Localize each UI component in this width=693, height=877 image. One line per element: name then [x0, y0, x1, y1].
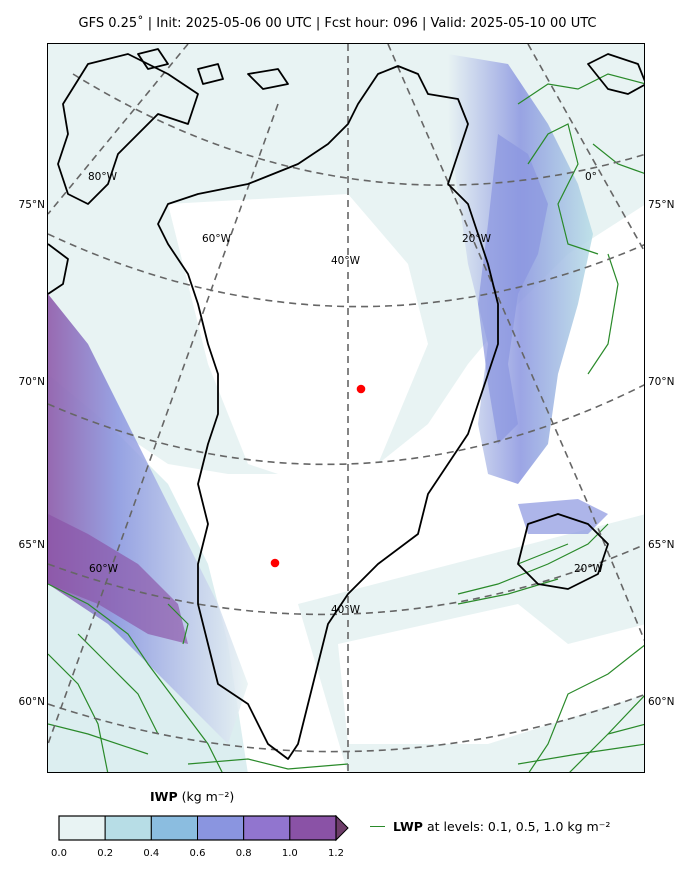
- graticule: [48, 44, 644, 772]
- lon-label: 0°: [585, 171, 597, 183]
- iwp-field: [48, 44, 644, 772]
- lat-label-left: 60°N: [18, 696, 45, 708]
- lon-label: 20°W: [574, 563, 604, 575]
- lon-label: 20°W: [462, 233, 492, 245]
- colorbar-tick-label: 0.6: [189, 848, 206, 859]
- colorbar-cell: [243, 815, 291, 841]
- lwp-contours: [48, 73, 644, 772]
- iwp-east-core: [478, 134, 548, 444]
- lat-label-left: 70°N: [18, 376, 45, 388]
- colorbar-tick-label: 1.2: [328, 848, 344, 859]
- colorbar-cells: [58, 815, 337, 841]
- figure-title: GFS 0.25˚ | Init: 2025-05-06 00 UTC | Fc…: [78, 16, 597, 31]
- graticule-lat-75: [72, 73, 644, 186]
- lon-label: 40°W: [331, 604, 361, 616]
- lon-label: 60°W: [202, 233, 232, 245]
- arctic-islands-coast: [137, 48, 289, 90]
- graticule-lat-55: [48, 693, 644, 753]
- graticule-lat-70: [48, 233, 644, 308]
- coastlines: [48, 48, 644, 760]
- colorbar-title: IWP (kg m⁻²): [150, 789, 234, 804]
- lwp-contour-far-se: [517, 723, 644, 765]
- iwp-field-central: [168, 194, 428, 484]
- graticule-lon-20w: [387, 44, 644, 642]
- lwp-contour-se: [457, 523, 644, 772]
- baffin-coast: [48, 243, 69, 295]
- iwp-field-se-clear: [338, 604, 644, 744]
- colorbar-tick-label: 0.0: [51, 848, 67, 859]
- point-markers: [270, 384, 366, 568]
- colorbar-tick-label: 0.4: [143, 848, 160, 859]
- lon-label: 40°W: [331, 255, 361, 267]
- marker-south: [270, 558, 280, 568]
- colorbar-extend-arrow: [335, 815, 349, 842]
- colorbar-units: (kg m⁻²): [181, 789, 235, 804]
- lwp-contour-ne: [517, 73, 644, 375]
- iwp-west-band: [48, 294, 248, 744]
- lat-label-right: 70°N: [648, 376, 675, 388]
- lwp-contour-sw-arc: [48, 723, 349, 770]
- iceland-coast: [517, 513, 609, 590]
- iwp-west-core: [48, 514, 188, 644]
- lwp-legend-text: at levels: 0.1, 0.5, 1.0 kg m⁻²: [426, 819, 611, 834]
- colorbar-cell: [150, 815, 199, 841]
- colorbar: [58, 815, 349, 842]
- colorbar-tick-label: 0.2: [97, 848, 114, 859]
- graticule-lon-0: [527, 44, 644, 253]
- map-canvas: 80°W 60°W 40°W 20°W 0° 60°W 40°W 20°W: [48, 44, 644, 772]
- greenland-coast: [157, 65, 499, 760]
- lat-label-right: 65°N: [648, 539, 675, 551]
- ellesmere-coast: [57, 53, 199, 205]
- graticule-lon-60w: [48, 103, 279, 745]
- colorbar-cell: [104, 815, 152, 841]
- colorbar-cell: [58, 815, 106, 841]
- colorbar-cell: [197, 815, 245, 841]
- lon-label: 60°W: [89, 563, 119, 575]
- colorbar-outline: [58, 815, 337, 841]
- lwp-legend: LWP at levels: 0.1, 0.5, 1.0 kg m⁻²: [370, 819, 610, 834]
- lat-label-left: 65°N: [18, 539, 45, 551]
- lat-label-right: 75°N: [648, 199, 675, 211]
- lon-label: 80°W: [88, 171, 118, 183]
- lwp-legend-swatch: [370, 826, 385, 827]
- graticule-lat-65: [48, 384, 644, 466]
- lat-label-left: 75°N: [18, 199, 45, 211]
- lwp-legend-variable: LWP: [393, 819, 423, 834]
- svalbard-coast: [587, 53, 644, 95]
- colorbar-tick-label: 0.8: [235, 848, 252, 859]
- colorbar-variable: IWP: [150, 789, 178, 804]
- colorbar-tick-label: 1.0: [281, 848, 298, 859]
- map-panel: 80°W 60°W 40°W 20°W 0° 60°W 40°W 20°W: [47, 43, 645, 773]
- colorbar-cell: [289, 815, 337, 841]
- lwp-contour-sw: [48, 583, 223, 772]
- lat-label-right: 60°N: [648, 696, 675, 708]
- marker-north: [356, 384, 366, 394]
